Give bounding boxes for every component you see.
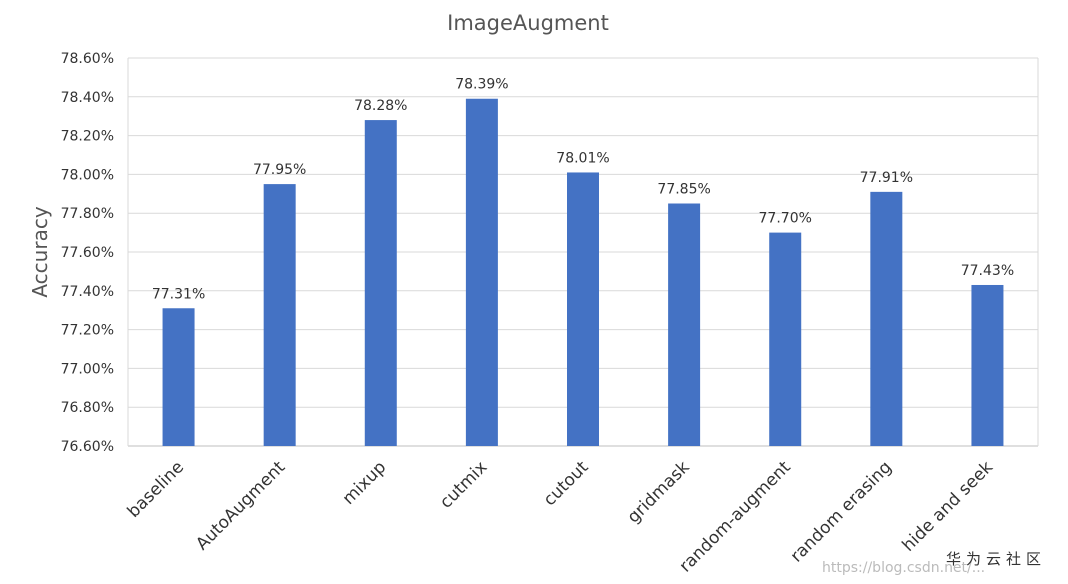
x-tick-label: gridmask (624, 457, 694, 527)
y-tick-label: 76.60% (61, 439, 114, 455)
y-tick-label: 78.20% (61, 129, 114, 145)
data-label: 78.28% (354, 98, 407, 114)
bar-hide-and-seek (971, 284, 1004, 446)
x-axis-ticks: baseline AutoAugment mixup cutmix cutout grid… (124, 457, 997, 576)
y-tick-label: 77.60% (61, 245, 114, 261)
x-tick-label: cutmix (436, 457, 491, 512)
y-tick-label: 78.40% (61, 90, 114, 106)
chart-title: ImageAugment (447, 11, 609, 35)
bar-autoaugment (263, 184, 296, 446)
bar-cutout (567, 172, 599, 446)
x-tick-label: baseline (124, 457, 189, 522)
data-label: 78.01% (556, 150, 609, 166)
bar-cutmix (465, 98, 498, 447)
bar-baseline (162, 308, 195, 446)
y-axis-label: Accuracy (28, 206, 52, 297)
bar-mixup (364, 120, 397, 446)
y-tick-label: 77.00% (61, 361, 114, 377)
x-tick-label: mixup (339, 457, 391, 509)
y-tick-label: 78.60% (61, 51, 114, 67)
watermark-brand: 华为云社区 (946, 550, 1047, 568)
data-label: 77.43% (961, 263, 1014, 279)
bar-gridmask (668, 203, 701, 446)
y-tick-label: 77.80% (61, 206, 114, 222)
x-tick-label: random erasing (787, 457, 896, 566)
y-tick-label: 77.40% (61, 284, 114, 300)
data-labels: 77.31% 77.95% 78.28% 78.39% 78.01% 77.85% 77.7… (152, 77, 1014, 303)
bars (162, 98, 1004, 447)
data-label: 78.39% (455, 77, 508, 93)
x-tick-label: hide and seek (899, 457, 998, 556)
y-tick-label: 78.00% (61, 167, 114, 183)
x-tick-label: cutout (540, 457, 593, 510)
x-tick-label: random-augment (676, 457, 795, 576)
data-label: 77.91% (860, 170, 913, 186)
watermark-url: https://blog.csdn.net/... (822, 560, 986, 576)
bar-random-augment (769, 232, 802, 446)
data-label: 77.31% (152, 286, 205, 302)
x-tick-label: AutoAugment (192, 457, 289, 554)
data-label: 77.85% (657, 182, 710, 198)
y-tick-label: 76.80% (61, 400, 114, 416)
y-tick-label: 77.20% (61, 323, 114, 339)
y-axis-ticks: 76.60% 76.80% 77.00% 77.20% 77.40% 77.60% 77.8… (61, 51, 114, 455)
data-label: 77.70% (759, 211, 812, 227)
data-label: 77.95% (253, 162, 306, 178)
bar-random-erasing (870, 191, 903, 446)
